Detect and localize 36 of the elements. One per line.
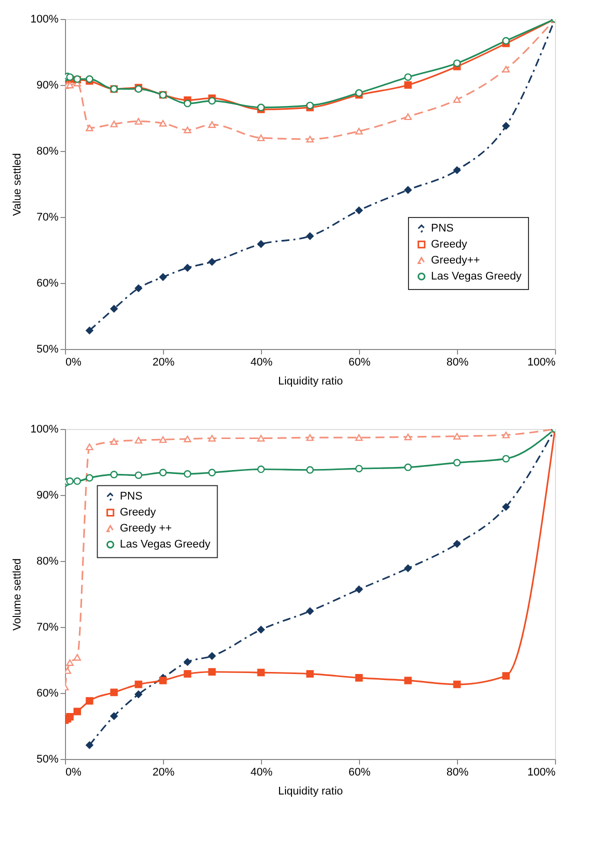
legend-label: Greedy++: [431, 254, 480, 266]
y-tick-label: 60%: [36, 688, 59, 700]
x-tick-label: 40%: [250, 766, 273, 778]
y-tick-label: 60%: [36, 278, 59, 290]
x-tick-label: 20%: [152, 356, 175, 368]
x-tick-label: 100%: [527, 766, 556, 778]
y-axis-title: Value settled: [11, 153, 24, 216]
legend-label: PNS: [120, 490, 142, 503]
x-tick-label: 60%: [348, 766, 371, 778]
x-tick-label: 20%: [152, 766, 175, 778]
y-tick-label: 100%: [30, 424, 59, 436]
x-axis-title: Liquidity ratio: [278, 376, 343, 388]
y-tick-label: 90%: [36, 80, 59, 92]
y-tick-label: 70%: [36, 622, 59, 634]
legend-label: Las Vegas Greedy: [431, 270, 522, 282]
legend-label: Greedy ++: [120, 522, 172, 535]
x-tick-label: 0%: [66, 356, 82, 368]
legend-label: Greedy: [431, 238, 468, 250]
x-tick-label: 60%: [348, 356, 371, 368]
legend-label: PNS: [431, 222, 454, 234]
y-tick-label: 90%: [36, 490, 59, 502]
y-tick-label: 70%: [36, 212, 59, 224]
x-tick-label: 80%: [446, 356, 469, 368]
x-tick-label: 100%: [527, 356, 556, 368]
y-tick-label: 50%: [36, 754, 59, 766]
y-axis-title: Volume settled: [11, 558, 24, 631]
x-tick-label: 0%: [66, 766, 82, 778]
legend-label: Greedy: [120, 506, 156, 519]
y-tick-label: 80%: [36, 556, 59, 568]
x-tick-label: 80%: [446, 766, 469, 778]
y-tick-label: 80%: [36, 146, 59, 158]
x-axis-title: Liquidity ratio: [278, 786, 343, 798]
y-tick-label: 100%: [30, 14, 59, 26]
x-tick-label: 40%: [250, 356, 273, 368]
y-tick-label: 50%: [36, 344, 59, 356]
legend-label: Las Vegas Greedy: [120, 538, 211, 551]
